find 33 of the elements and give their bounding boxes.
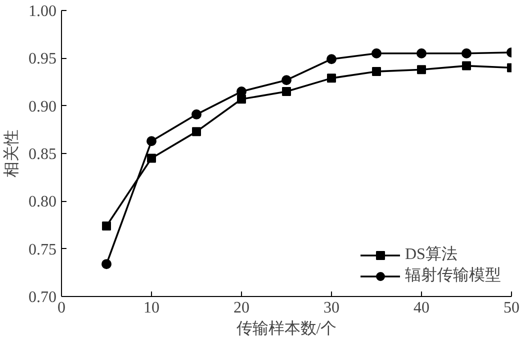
y-tick-label: 0.90 — [28, 98, 56, 116]
y-tick-label: 0.80 — [28, 194, 56, 211]
point — [282, 75, 292, 86]
y-axis-title: 相关性 — [2, 130, 20, 178]
point — [192, 127, 201, 136]
point — [146, 136, 156, 146]
y-tick-label: 1.00 — [28, 3, 56, 20]
x-tick-label: 10 — [144, 300, 160, 316]
point — [147, 154, 156, 163]
y-tick-label: 0.75 — [28, 241, 56, 258]
x-axis-title: 传输样本数/个 — [236, 320, 337, 338]
x-tick-label: 30 — [324, 300, 340, 316]
x-tick-label: 40 — [414, 300, 430, 316]
point — [372, 48, 382, 58]
point — [192, 109, 202, 120]
point — [326, 54, 336, 64]
y-tick-label: 0.85 — [28, 146, 56, 163]
legend-label: 辐射传输模型 — [405, 266, 501, 286]
y-tick-label: 0.70 — [28, 289, 56, 306]
point — [462, 61, 471, 70]
point — [417, 65, 426, 74]
y-tick-label: 0.95 — [28, 50, 56, 68]
legend-label: DS算法 — [405, 244, 458, 265]
x-tick-label: 0 — [58, 300, 66, 316]
point — [327, 74, 336, 83]
point — [462, 48, 472, 58]
point — [102, 221, 111, 230]
point — [416, 48, 426, 58]
point — [282, 87, 291, 96]
point — [102, 259, 112, 270]
point — [372, 67, 381, 76]
x-tick-label: 20 — [234, 300, 250, 316]
x-tick-label: 50 — [504, 300, 520, 316]
